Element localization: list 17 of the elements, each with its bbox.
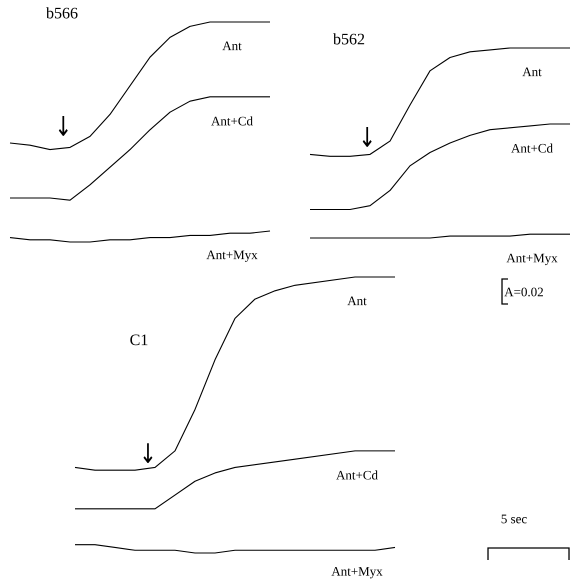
series-label: Ant+Myx bbox=[506, 254, 558, 266]
text: C1 bbox=[130, 334, 148, 346]
text: A=0.02 bbox=[504, 288, 543, 296]
series-label: Ant bbox=[522, 68, 542, 76]
series-label: Ant+Myx bbox=[206, 250, 258, 262]
series-label: Ant+Cd bbox=[511, 144, 553, 153]
series-label: Ant+Cd bbox=[336, 470, 378, 480]
annotation: ↓ bbox=[58, 116, 68, 136]
annotation: ↓ bbox=[143, 443, 152, 463]
series-label: Ant bbox=[222, 42, 242, 50]
series-label: Ant bbox=[347, 296, 367, 306]
text: 5 sec bbox=[502, 514, 527, 524]
annotation: ↓ bbox=[362, 127, 372, 147]
chart-title: b562 bbox=[333, 33, 364, 44]
chart-title: b566 bbox=[46, 7, 78, 18]
series-label: Ant+Cd bbox=[211, 116, 253, 126]
series-label: Ant+Myx bbox=[331, 567, 383, 578]
